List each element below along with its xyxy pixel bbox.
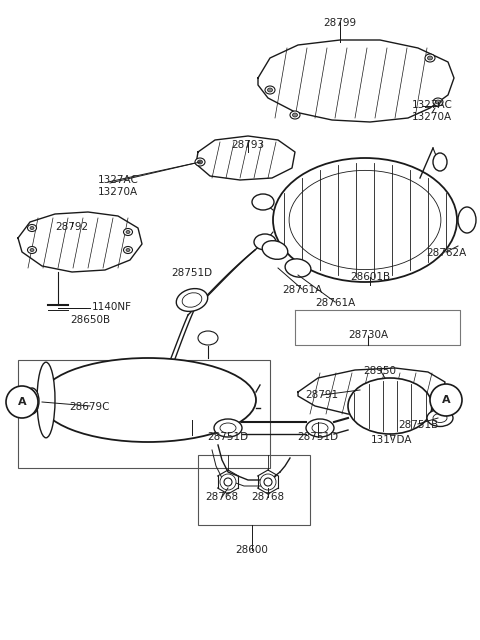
Circle shape bbox=[430, 384, 462, 416]
Ellipse shape bbox=[435, 100, 441, 104]
Ellipse shape bbox=[433, 413, 447, 422]
Bar bbox=[18, 360, 270, 468]
Ellipse shape bbox=[27, 225, 36, 232]
Text: 28650B: 28650B bbox=[70, 315, 110, 325]
Ellipse shape bbox=[433, 153, 447, 171]
Ellipse shape bbox=[428, 56, 432, 60]
Text: 28751B: 28751B bbox=[398, 420, 438, 430]
Polygon shape bbox=[196, 136, 295, 180]
Ellipse shape bbox=[265, 86, 275, 94]
Text: 28751D: 28751D bbox=[171, 268, 213, 278]
Ellipse shape bbox=[285, 259, 311, 277]
Ellipse shape bbox=[260, 474, 276, 490]
Text: 28950: 28950 bbox=[363, 366, 396, 376]
Ellipse shape bbox=[126, 248, 130, 252]
Ellipse shape bbox=[123, 246, 132, 253]
Ellipse shape bbox=[306, 419, 334, 437]
Text: 1317DA: 1317DA bbox=[371, 435, 413, 445]
Ellipse shape bbox=[252, 194, 274, 210]
Ellipse shape bbox=[290, 111, 300, 119]
Text: 28762A: 28762A bbox=[426, 248, 466, 258]
Text: A: A bbox=[18, 397, 26, 407]
Text: 1327AC: 1327AC bbox=[411, 100, 453, 110]
Ellipse shape bbox=[28, 392, 36, 410]
Ellipse shape bbox=[262, 241, 288, 259]
Polygon shape bbox=[298, 368, 445, 416]
Ellipse shape bbox=[427, 410, 453, 426]
Ellipse shape bbox=[224, 478, 232, 486]
Ellipse shape bbox=[254, 234, 276, 250]
Text: 13270A: 13270A bbox=[98, 187, 138, 197]
Text: 28768: 28768 bbox=[252, 492, 285, 502]
Ellipse shape bbox=[176, 289, 208, 312]
Polygon shape bbox=[258, 40, 454, 122]
Ellipse shape bbox=[197, 160, 203, 164]
Ellipse shape bbox=[348, 378, 432, 434]
Text: 28761A: 28761A bbox=[282, 285, 322, 295]
Polygon shape bbox=[18, 212, 142, 272]
Ellipse shape bbox=[264, 478, 272, 486]
Ellipse shape bbox=[312, 423, 328, 433]
Text: 28761A: 28761A bbox=[315, 298, 355, 308]
Text: 28751D: 28751D bbox=[207, 432, 249, 442]
Ellipse shape bbox=[195, 158, 205, 166]
Ellipse shape bbox=[40, 358, 256, 442]
Text: A: A bbox=[442, 395, 450, 405]
Ellipse shape bbox=[30, 227, 34, 230]
Ellipse shape bbox=[27, 246, 36, 253]
Text: 28799: 28799 bbox=[324, 18, 357, 28]
Ellipse shape bbox=[37, 362, 55, 438]
Text: 1327AC: 1327AC bbox=[97, 175, 138, 185]
Ellipse shape bbox=[220, 474, 236, 490]
Ellipse shape bbox=[198, 331, 218, 345]
Ellipse shape bbox=[267, 88, 273, 92]
Text: 28751D: 28751D bbox=[298, 432, 338, 442]
Text: 28792: 28792 bbox=[55, 222, 89, 232]
Text: 28768: 28768 bbox=[205, 492, 239, 502]
Ellipse shape bbox=[25, 388, 39, 414]
Ellipse shape bbox=[292, 113, 298, 117]
Ellipse shape bbox=[425, 54, 435, 62]
Bar bbox=[198, 455, 310, 525]
Text: 28679C: 28679C bbox=[70, 402, 110, 412]
Circle shape bbox=[6, 386, 38, 418]
Text: 28730A: 28730A bbox=[348, 330, 388, 340]
Ellipse shape bbox=[458, 207, 476, 233]
Ellipse shape bbox=[273, 158, 457, 282]
Ellipse shape bbox=[182, 292, 202, 307]
Text: 28601B: 28601B bbox=[350, 272, 390, 282]
Text: 28791: 28791 bbox=[305, 390, 338, 400]
Ellipse shape bbox=[220, 423, 236, 433]
Text: 13270A: 13270A bbox=[412, 112, 452, 122]
Ellipse shape bbox=[214, 419, 242, 437]
Ellipse shape bbox=[123, 228, 132, 236]
Text: 1140NF: 1140NF bbox=[92, 302, 132, 312]
Ellipse shape bbox=[126, 230, 130, 234]
Ellipse shape bbox=[30, 248, 34, 252]
Text: 28793: 28793 bbox=[231, 140, 264, 150]
Ellipse shape bbox=[433, 98, 443, 106]
Text: 28600: 28600 bbox=[236, 545, 268, 555]
